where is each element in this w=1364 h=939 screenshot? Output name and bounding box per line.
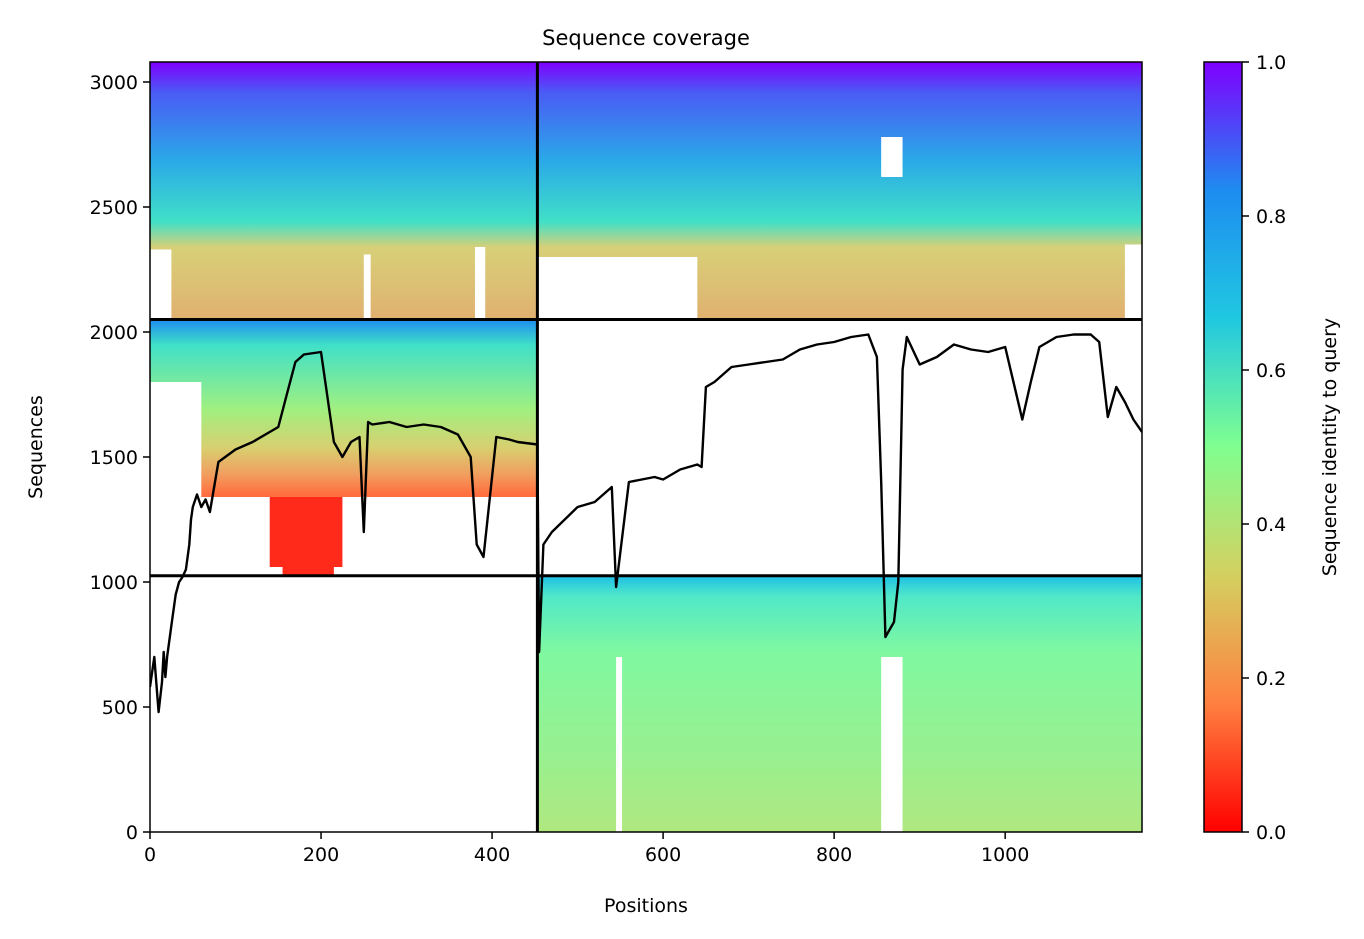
- y-tick-label: 1000: [90, 572, 138, 594]
- x-tick-label: 200: [303, 844, 339, 866]
- x-axis-label: Positions: [604, 895, 688, 917]
- segment-boundaries: [150, 62, 1142, 832]
- colorbar-tick-label: 0.8: [1256, 206, 1286, 228]
- coverage-line: [150, 333, 1142, 714]
- coverage-block: [537, 575, 1142, 832]
- y-tick-label: 0: [126, 822, 138, 844]
- x-tick-label: 600: [645, 844, 681, 866]
- x-tick-label: 0: [144, 844, 156, 866]
- y-axis: 0 500 1000 1500 2000 2500 3000: [90, 72, 150, 844]
- unaligned-region: [881, 137, 903, 177]
- unaligned-region: [150, 249, 172, 320]
- colorbar-tick-label: 0.2: [1256, 668, 1286, 690]
- unaligned-region: [474, 247, 486, 320]
- y-axis-label: Sequences: [25, 395, 47, 499]
- colorbar: 0.0 0.2 0.4 0.6 0.8 1.0 Sequence identity to …: [1203, 52, 1341, 844]
- colorbar-tick-label: 0.4: [1256, 514, 1286, 536]
- unaligned-region: [150, 382, 202, 497]
- x-tick-label: 400: [474, 844, 510, 866]
- chart-title: Sequence coverage: [542, 26, 750, 50]
- coverage-blocks: [150, 62, 1142, 832]
- unaligned-region: [1124, 244, 1142, 320]
- y-tick-label: 2500: [90, 197, 138, 219]
- unaligned-region: [537, 257, 698, 320]
- colorbar-label: Sequence identity to query: [1319, 318, 1341, 576]
- x-axis: 0 200 400 600 800 1000: [144, 832, 1029, 866]
- plot-frame: [149, 61, 1143, 833]
- low-identity-cluster: [269, 497, 343, 567]
- y-tick-label: 3000: [90, 72, 138, 94]
- colorbar-gradient: [1203, 61, 1243, 833]
- colorbar-tick-label: 1.0: [1256, 52, 1286, 74]
- unaligned-region: [363, 254, 371, 320]
- colorbar-tick-label: 0.6: [1256, 360, 1286, 382]
- coverage-gaps: [150, 137, 1142, 832]
- coverage-block: [150, 62, 538, 320]
- unaligned-region: [150, 497, 538, 576]
- y-tick-label: 1500: [90, 447, 138, 469]
- low-identity-cluster: [282, 557, 334, 575]
- y-tick-label: 500: [102, 697, 138, 719]
- colorbar-tick-label: 0.0: [1256, 822, 1286, 844]
- x-tick-label: 800: [816, 844, 852, 866]
- y-tick-label: 2000: [90, 322, 138, 344]
- unaligned-region: [881, 657, 903, 832]
- x-tick-label: 1000: [981, 844, 1029, 866]
- plot-area: [150, 62, 1142, 832]
- colorbar-ticks: 0.0 0.2 0.4 0.6 0.8 1.0: [1242, 52, 1286, 844]
- unaligned-region: [616, 657, 623, 832]
